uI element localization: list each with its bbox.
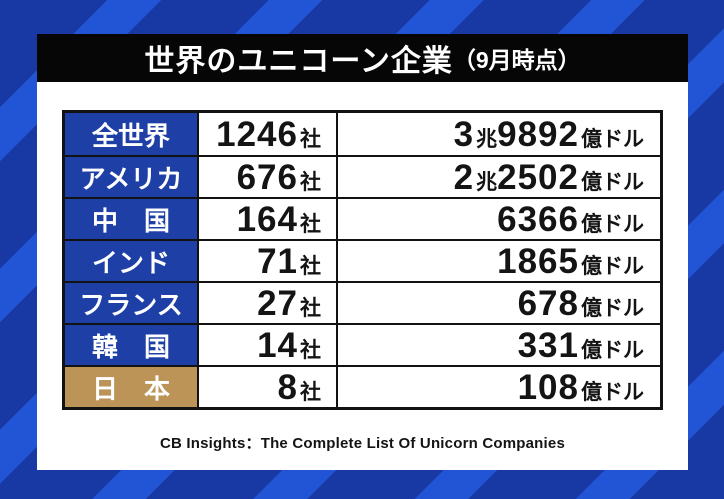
valuation-run: 108 (517, 367, 579, 407)
valuation-run: 億ドル (581, 338, 644, 362)
company-count-unit: 社 (300, 338, 321, 362)
company-count-unit: 社 (300, 212, 321, 236)
valuation-run: 3 (453, 114, 475, 154)
company-count-runs: 8社 (278, 370, 321, 405)
country-cell: アメリカ (65, 157, 197, 197)
valuation-runs: 331億ドル (518, 328, 644, 363)
page-title: 世界のユニコーン企業 (144, 45, 453, 78)
company-count-runs: 71社 (257, 244, 321, 279)
valuation-cell: 678億ドル (336, 283, 660, 323)
valuation-runs: 678億ドル (518, 286, 644, 321)
country-cell: フランス (65, 283, 197, 323)
valuation-run: 1865 (497, 241, 579, 281)
company-count-number: 71 (257, 241, 298, 281)
valuation-run: 331 (517, 325, 579, 365)
valuation-cell: 2兆2502億ドル (336, 157, 660, 197)
company-count-unit: 社 (300, 170, 321, 194)
country-cell: 中 国 (65, 199, 197, 239)
valuation-runs: 2兆2502億ドル (454, 160, 644, 195)
table-row: アメリカ 676社 2兆2502億ドル (65, 155, 660, 197)
valuation-run: 億ドル (581, 212, 644, 236)
valuation-cell: 1865億ドル (336, 241, 660, 281)
valuation-run: 兆 (476, 127, 498, 151)
company-count-unit: 社 (300, 380, 321, 404)
valuation-runs: 3兆9892億ドル (454, 117, 644, 152)
country-cell: インド (65, 241, 197, 281)
company-count-cell: 164社 (197, 199, 336, 239)
company-count-unit: 社 (300, 296, 321, 320)
infographic-card: 世界のユニコーン企業 （9月時点） 全世界 1246社 3兆9892億ドル アメリカ 67… (37, 34, 688, 470)
valuation-cell: 108億ドル (336, 367, 660, 407)
valuation-runs: 1865億ドル (497, 244, 644, 279)
valuation-runs: 108億ドル (518, 370, 644, 405)
table-row: フランス 27社 678億ドル (65, 281, 660, 323)
country-cell: 韓 国 (65, 325, 197, 365)
table-row: 日 本 8社 108億ドル (65, 365, 660, 407)
company-count-number: 676 (236, 157, 298, 197)
company-count-cell: 676社 (197, 157, 336, 197)
country-cell: 日 本 (65, 367, 197, 407)
company-count-unit: 社 (300, 127, 321, 151)
company-count-runs: 1246社 (216, 117, 321, 152)
valuation-run: 億ドル (581, 127, 644, 151)
source-citation: CB Insights：The Complete List Of Unicorn… (159, 435, 566, 452)
valuation-cell: 331億ドル (336, 325, 660, 365)
valuation-cell: 6366億ドル (336, 199, 660, 239)
valuation-run: 2 (453, 157, 475, 197)
company-count-runs: 164社 (237, 202, 321, 237)
valuation-run: 億ドル (581, 170, 644, 194)
company-count-number: 27 (257, 283, 298, 323)
title-bar: 世界のユニコーン企業 （9月時点） (37, 34, 688, 82)
valuation-runs: 6366億ドル (497, 202, 644, 237)
valuation-run: 678 (517, 283, 579, 323)
table-row: インド 71社 1865億ドル (65, 239, 660, 281)
company-count-number: 164 (236, 199, 298, 239)
company-count-number: 14 (257, 325, 298, 365)
company-count-cell: 14社 (197, 325, 336, 365)
company-count-unit: 社 (300, 254, 321, 278)
company-count-cell: 27社 (197, 283, 336, 323)
company-count-number: 1246 (216, 114, 298, 154)
valuation-run: 9892 (497, 114, 579, 154)
company-count-runs: 27社 (257, 286, 321, 321)
valuation-run: 6366 (497, 199, 579, 239)
valuation-run: 億ドル (581, 380, 644, 404)
unicorn-table: 全世界 1246社 3兆9892億ドル アメリカ 676社 2兆2502億ドル中 国 164… (62, 110, 663, 410)
valuation-run: 兆 (476, 170, 498, 194)
table-row: 全世界 1246社 3兆9892億ドル (65, 113, 660, 155)
valuation-run: 2502 (497, 157, 579, 197)
company-count-number: 8 (277, 367, 298, 407)
company-count-runs: 14社 (257, 328, 321, 363)
company-count-cell: 1246社 (197, 113, 336, 155)
valuation-run: 億ドル (581, 254, 644, 278)
company-count-cell: 71社 (197, 241, 336, 281)
table-row: 中 国 164社 6366億ドル (65, 197, 660, 239)
valuation-run: 億ドル (581, 296, 644, 320)
valuation-cell: 3兆9892億ドル (336, 113, 660, 155)
table-row: 韓 国 14社 331億ドル (65, 323, 660, 365)
company-count-cell: 8社 (197, 367, 336, 407)
company-count-runs: 676社 (237, 160, 321, 195)
page-title-date: （9月時点） (452, 47, 581, 73)
country-cell: 全世界 (65, 113, 197, 155)
